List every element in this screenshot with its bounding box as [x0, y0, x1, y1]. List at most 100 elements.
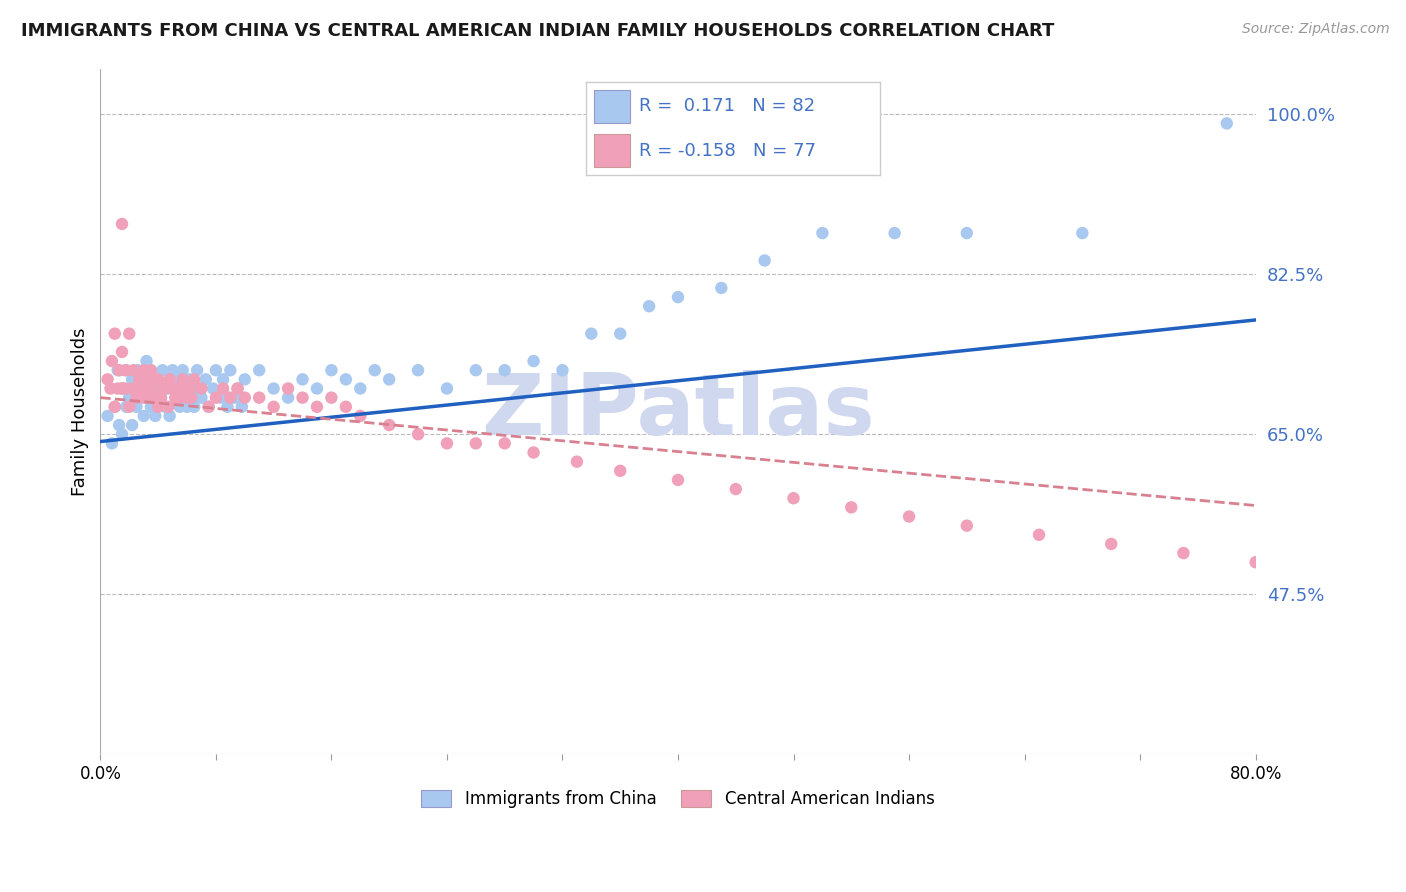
Point	[139, 400, 162, 414]
Point	[494, 436, 516, 450]
Y-axis label: Family Households: Family Households	[72, 327, 89, 496]
Point	[378, 372, 401, 386]
Point	[406, 427, 429, 442]
Point	[104, 400, 127, 414]
Point	[724, 482, 747, 496]
Point	[581, 326, 603, 341]
Point	[956, 518, 979, 533]
Point	[263, 382, 285, 396]
Point	[152, 382, 174, 396]
Point	[209, 391, 232, 405]
Point	[143, 409, 166, 423]
Point	[139, 363, 162, 377]
Point	[190, 391, 212, 405]
Point	[523, 354, 546, 368]
Point	[1244, 555, 1267, 569]
Point	[111, 382, 134, 396]
Point	[101, 436, 124, 450]
Point	[128, 372, 150, 386]
Point	[165, 391, 187, 405]
Point	[122, 363, 145, 377]
Text: IMMIGRANTS FROM CHINA VS CENTRAL AMERICAN INDIAN FAMILY HOUSEHOLDS CORRELATION C: IMMIGRANTS FROM CHINA VS CENTRAL AMERICA…	[21, 22, 1054, 40]
Point	[115, 400, 138, 414]
Point	[233, 372, 256, 386]
Point	[142, 391, 165, 405]
Point	[127, 363, 149, 377]
Point	[335, 372, 357, 386]
Point	[1173, 546, 1195, 560]
Point	[122, 382, 145, 396]
Point	[172, 363, 194, 377]
Point	[233, 391, 256, 405]
Point	[349, 409, 371, 423]
Point	[956, 226, 979, 240]
Point	[159, 372, 181, 386]
Point	[754, 253, 776, 268]
Point	[97, 372, 120, 386]
Point	[97, 409, 120, 423]
Point	[114, 382, 136, 396]
Point	[187, 382, 209, 396]
Point	[162, 382, 184, 396]
Point	[101, 354, 124, 368]
Point	[305, 400, 328, 414]
Point	[108, 418, 131, 433]
Point	[111, 382, 134, 396]
Point	[201, 382, 224, 396]
Point	[291, 372, 314, 386]
Legend: Immigrants from China, Central American Indians: Immigrants from China, Central American …	[415, 783, 941, 814]
Point	[150, 391, 173, 405]
Point	[129, 391, 152, 405]
Point	[194, 372, 217, 386]
Point	[364, 363, 387, 377]
Point	[666, 473, 689, 487]
Point	[111, 345, 134, 359]
Point	[176, 400, 198, 414]
Point	[710, 281, 733, 295]
Point	[142, 382, 165, 396]
Point	[150, 391, 173, 405]
Point	[173, 382, 195, 396]
Point	[883, 226, 905, 240]
Point	[132, 409, 155, 423]
Point	[179, 382, 201, 396]
Point	[180, 391, 202, 405]
Point	[277, 382, 299, 396]
Point	[157, 382, 180, 396]
Point	[335, 400, 357, 414]
Point	[107, 382, 129, 396]
Point	[186, 363, 208, 377]
Point	[1071, 226, 1094, 240]
Point	[146, 372, 169, 386]
Point	[165, 391, 187, 405]
Point	[139, 382, 162, 396]
Point	[782, 491, 804, 506]
Point	[155, 400, 177, 414]
Point	[263, 400, 285, 414]
Point	[464, 363, 486, 377]
Point	[125, 391, 148, 405]
Point	[551, 363, 574, 377]
Point	[231, 400, 253, 414]
Point	[219, 391, 242, 405]
Point	[132, 382, 155, 396]
Point	[811, 226, 834, 240]
Point	[436, 382, 458, 396]
Point	[197, 400, 219, 414]
Point	[494, 363, 516, 377]
Point	[523, 445, 546, 459]
Point	[146, 372, 169, 386]
Point	[121, 382, 143, 396]
Point	[100, 382, 122, 396]
Point	[406, 363, 429, 377]
Point	[111, 427, 134, 442]
Point	[321, 391, 343, 405]
Point	[219, 363, 242, 377]
Point	[132, 363, 155, 377]
Point	[217, 400, 239, 414]
Point	[157, 400, 180, 414]
Point	[118, 326, 141, 341]
Point	[118, 400, 141, 414]
Point	[114, 363, 136, 377]
Point	[155, 382, 177, 396]
